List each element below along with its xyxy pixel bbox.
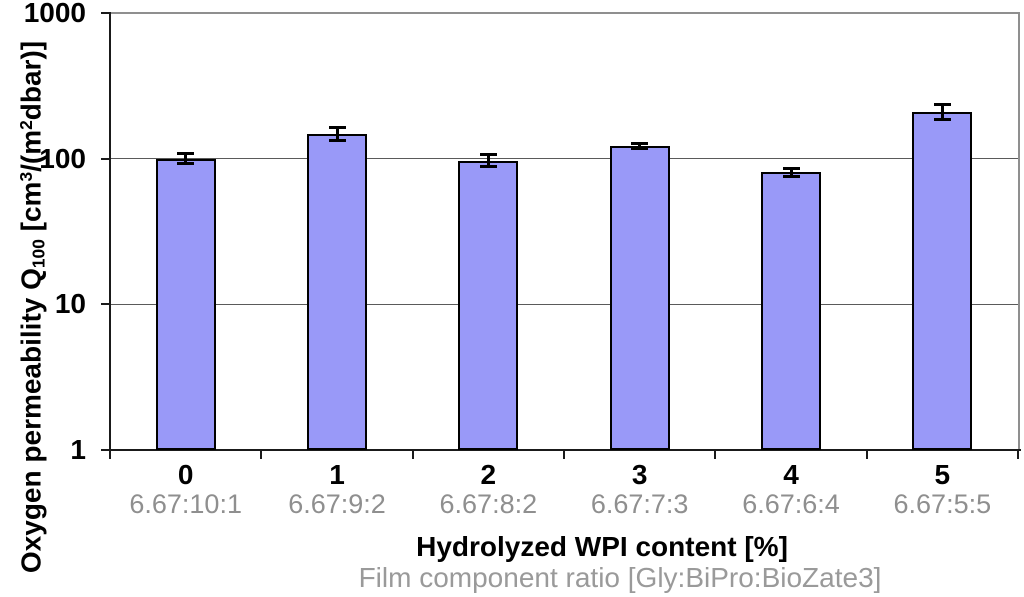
x-tick-sublabel: 6.67:10:1 xyxy=(129,489,242,519)
x-tick-label: 0 xyxy=(177,459,194,490)
error-bar-line xyxy=(486,154,490,167)
bar xyxy=(761,171,821,450)
bar xyxy=(155,158,216,450)
x-tick-label: 1 xyxy=(329,459,345,490)
error-bar-line xyxy=(940,104,944,120)
error-bar-cap-top xyxy=(479,153,497,157)
x-tick-sublabel: 6.67:5:5 xyxy=(893,489,992,519)
x-tick-sublabel: 6.67:6:4 xyxy=(742,489,840,519)
x-axis-line xyxy=(101,449,1021,451)
error-bar-cap-bottom xyxy=(782,174,800,178)
error-bar-cap-bottom xyxy=(177,162,195,166)
error-bar-line xyxy=(638,143,642,149)
plot-border-right xyxy=(1018,12,1020,451)
x-tick xyxy=(714,450,717,459)
y-tick-label: 1000 xyxy=(23,0,86,28)
error-bar-cap-top xyxy=(177,152,195,156)
y-tick-label: 100 xyxy=(39,142,86,174)
x-tick-label: 2 xyxy=(480,459,497,490)
x-tick xyxy=(411,450,414,459)
y-axis-title-segment: dbar)] xyxy=(15,40,47,121)
bar xyxy=(458,160,519,450)
y-axis-title-segment: [cm xyxy=(15,181,47,240)
error-bar-line xyxy=(335,127,339,141)
y-tick-label: 1 xyxy=(70,434,86,465)
error-bar-line xyxy=(184,153,188,164)
y-tick xyxy=(101,449,110,451)
x-tick xyxy=(109,450,111,459)
x-tick-label: 4 xyxy=(783,459,799,490)
bar xyxy=(912,111,973,450)
bar xyxy=(307,133,367,450)
y-axis-title-segment: 2 xyxy=(16,120,36,130)
plot-border-top xyxy=(110,12,1020,14)
error-bar-cap-top xyxy=(631,141,649,145)
error-bar-cap-top xyxy=(933,103,951,107)
y-tick xyxy=(101,303,110,306)
x-tick-label: 3 xyxy=(631,459,648,490)
error-bar-cap-bottom xyxy=(328,139,346,143)
bar xyxy=(609,145,670,450)
y-tick xyxy=(101,12,110,14)
x-tick xyxy=(260,450,263,459)
x-axis-subtitle: Film component ratio [Gly:BiPro:BioZate3… xyxy=(358,562,882,593)
x-tick-sublabel: 6.67:9:2 xyxy=(288,489,386,519)
error-bar-line xyxy=(789,168,793,177)
error-bar-cap-top xyxy=(328,126,346,130)
error-bar-cap-bottom xyxy=(631,146,649,150)
x-tick-sublabel: 6.67:8:2 xyxy=(439,489,538,519)
error-bar-cap-bottom xyxy=(479,165,497,169)
x-tick xyxy=(1017,450,1019,459)
y-tick-label: 10 xyxy=(54,288,86,320)
y-tick xyxy=(101,157,110,160)
y-axis-line xyxy=(109,12,111,451)
y-axis-title-segment: 100 xyxy=(28,239,49,269)
x-tick xyxy=(563,450,565,459)
x-tick-sublabel: 6.67:7:3 xyxy=(590,489,689,519)
x-tick xyxy=(865,450,868,459)
x-tick-label: 5 xyxy=(934,459,951,490)
gridline xyxy=(110,158,1018,160)
error-bar-cap-bottom xyxy=(933,118,951,122)
x-axis-title: Hydrolyzed WPI content [%] xyxy=(416,531,788,562)
gridline xyxy=(110,303,1018,305)
error-bar-cap-top xyxy=(782,166,800,170)
